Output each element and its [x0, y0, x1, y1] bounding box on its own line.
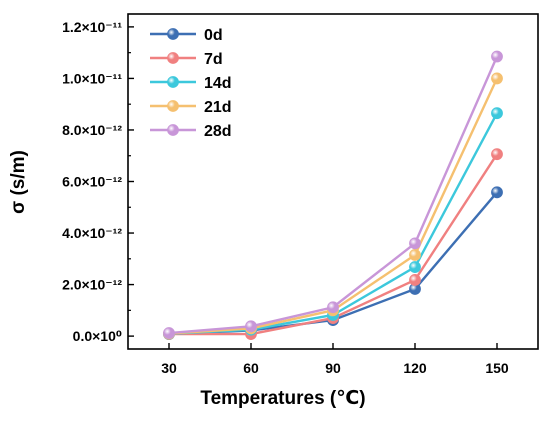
- y-tick-label: 1.2×10⁻¹¹: [62, 19, 122, 35]
- legend-label: 7d: [204, 51, 223, 68]
- y-axis-title: σ (s/m): [8, 150, 29, 214]
- x-tick-label: 60: [243, 360, 259, 376]
- legend-label: 14d: [204, 75, 232, 92]
- data-point: [491, 148, 503, 161]
- x-tick-label: 150: [485, 360, 509, 376]
- y-tick-label: 8.0×10⁻¹²: [62, 122, 122, 138]
- legend-item-0d: 0d: [150, 27, 223, 44]
- legend-marker: [167, 76, 179, 88]
- data-point: [245, 320, 257, 333]
- data-point: [491, 50, 503, 63]
- data-point: [491, 107, 503, 120]
- data-point: [409, 274, 421, 286]
- y-tick-label: 4.0×10⁻¹²: [62, 225, 122, 241]
- legend: 0d 7d 14d 21d 28d: [150, 27, 232, 140]
- legend-marker: [167, 124, 179, 136]
- x-tick-label: 120: [403, 360, 427, 376]
- data-point: [409, 249, 421, 261]
- data-point: [409, 237, 421, 250]
- data-point: [491, 72, 503, 85]
- y-tick-label: 1.0×10⁻¹¹: [62, 70, 122, 86]
- series-group: [163, 50, 503, 340]
- data-point: [491, 186, 503, 199]
- y-tick-label: 6.0×10⁻¹²: [62, 174, 122, 190]
- legend-marker: [167, 28, 179, 40]
- legend-label: 21d: [204, 99, 232, 116]
- legend-label: 28d: [204, 123, 232, 140]
- legend-marker: [167, 52, 179, 64]
- x-tick-label: 30: [161, 360, 177, 376]
- axes: 30 60 90 120 150 0.0×10⁰ 2.0×10⁻¹² 4.0×10⁻¹² 6.0…: [62, 19, 509, 376]
- legend-item-14d: 14d: [150, 75, 232, 92]
- data-point: [409, 261, 421, 273]
- data-point: [327, 301, 339, 314]
- legend-item-7d: 7d: [150, 51, 223, 68]
- y-tick-label: 0.0×10⁰: [73, 328, 122, 344]
- x-tick-label: 90: [325, 360, 341, 376]
- legend-label: 0d: [204, 27, 223, 44]
- legend-marker: [167, 100, 179, 112]
- plot-frame: [127, 13, 539, 350]
- x-axis-title: Temperatures (℃): [200, 388, 365, 409]
- legend-item-28d: 28d: [150, 123, 232, 140]
- data-point: [163, 327, 175, 339]
- legend-item-21d: 21d: [150, 99, 232, 116]
- y-tick-label: 2.0×10⁻¹²: [62, 277, 122, 293]
- series-28d: [163, 50, 503, 339]
